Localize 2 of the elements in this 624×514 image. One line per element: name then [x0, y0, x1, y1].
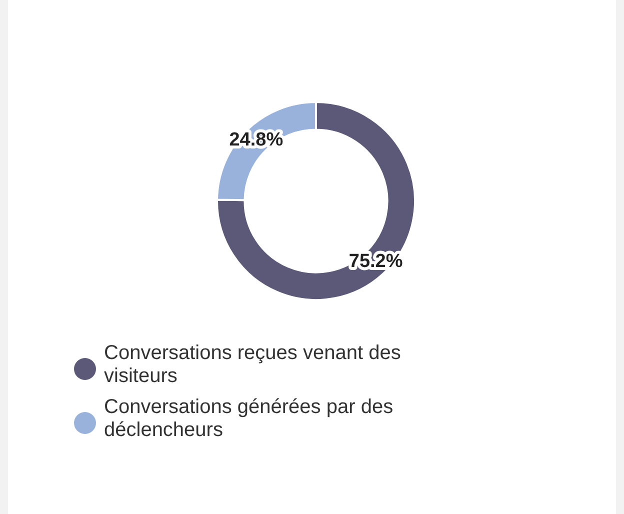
legend-label: Conversations reçues venant des visiteurs	[104, 342, 402, 388]
legend-label: Conversations générées par des déclencheurs	[104, 396, 394, 442]
